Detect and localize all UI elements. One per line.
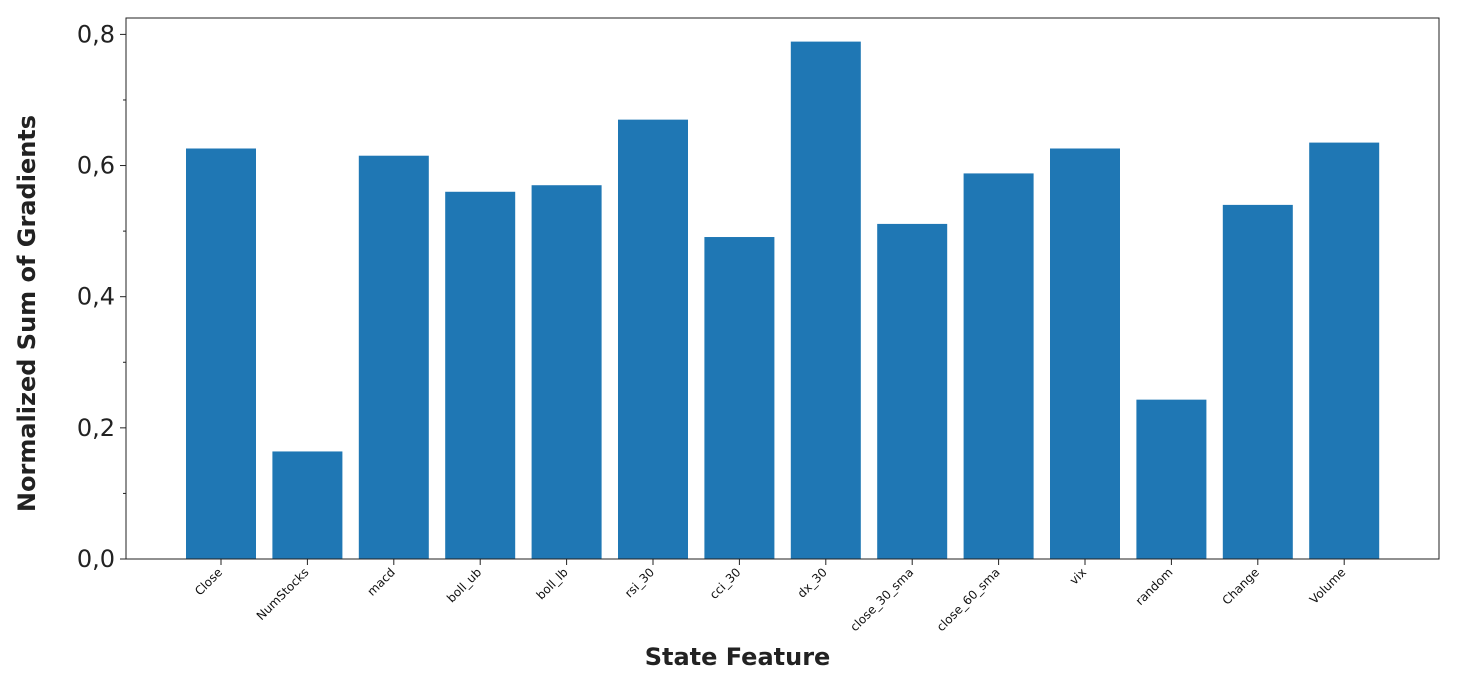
x-tick-label: cci_30	[707, 565, 744, 602]
x-tick-label: Volume	[1307, 565, 1348, 606]
bar-vix	[1050, 148, 1120, 559]
bar-close_30_sma	[877, 223, 948, 559]
bar-random	[1136, 399, 1207, 559]
bar-Volume	[1309, 142, 1380, 559]
y-tick-label: 0,4	[77, 283, 115, 311]
x-tick-label: rsi_30	[622, 565, 657, 600]
bar-cci_30	[704, 237, 775, 560]
bar-boll_ub	[445, 191, 516, 559]
x-tick-label: boll_lb	[534, 565, 571, 602]
bar-close_60_sma	[963, 173, 1034, 559]
x-tick-label: Close	[192, 565, 225, 598]
x-tick-label: dx_30	[795, 565, 830, 600]
y-tick-label: 0,6	[77, 152, 115, 180]
x-tick-label: boll_ub	[444, 565, 484, 605]
x-tick-label: NumStocks	[254, 565, 312, 623]
y-axis: 0,0 0,2 0,4 0,6 0,8	[77, 20, 126, 573]
x-axis: Close NumStocks macd boll_ub boll_lb rsi_30 cc…	[192, 559, 1348, 634]
plot-frame	[125, 17, 1440, 560]
x-tick-label: close_60_sma	[934, 565, 1003, 634]
bar-dx_30	[790, 41, 861, 559]
bar-Change	[1222, 204, 1293, 559]
bar-rsi_30	[618, 119, 688, 559]
x-axis-label: State Feature	[645, 643, 831, 671]
bars-group	[186, 41, 1380, 560]
x-tick-label: vix	[1067, 565, 1089, 587]
x-tick-label: Change	[1220, 565, 1262, 607]
x-tick-label: close_30_sma	[847, 565, 916, 634]
x-tick-label: macd	[364, 565, 397, 598]
x-tick-label: random	[1133, 565, 1176, 608]
y-tick-label: 0,8	[77, 20, 115, 48]
y-axis-label: Normalized Sum of Gradients	[13, 115, 41, 512]
bar-NumStocks	[272, 451, 343, 559]
bar-macd	[358, 155, 429, 559]
bar-boll_lb	[531, 185, 602, 559]
y-tick-label: 0,0	[77, 545, 115, 573]
y-tick-label: 0,2	[77, 414, 115, 442]
bar-Close	[186, 148, 256, 559]
